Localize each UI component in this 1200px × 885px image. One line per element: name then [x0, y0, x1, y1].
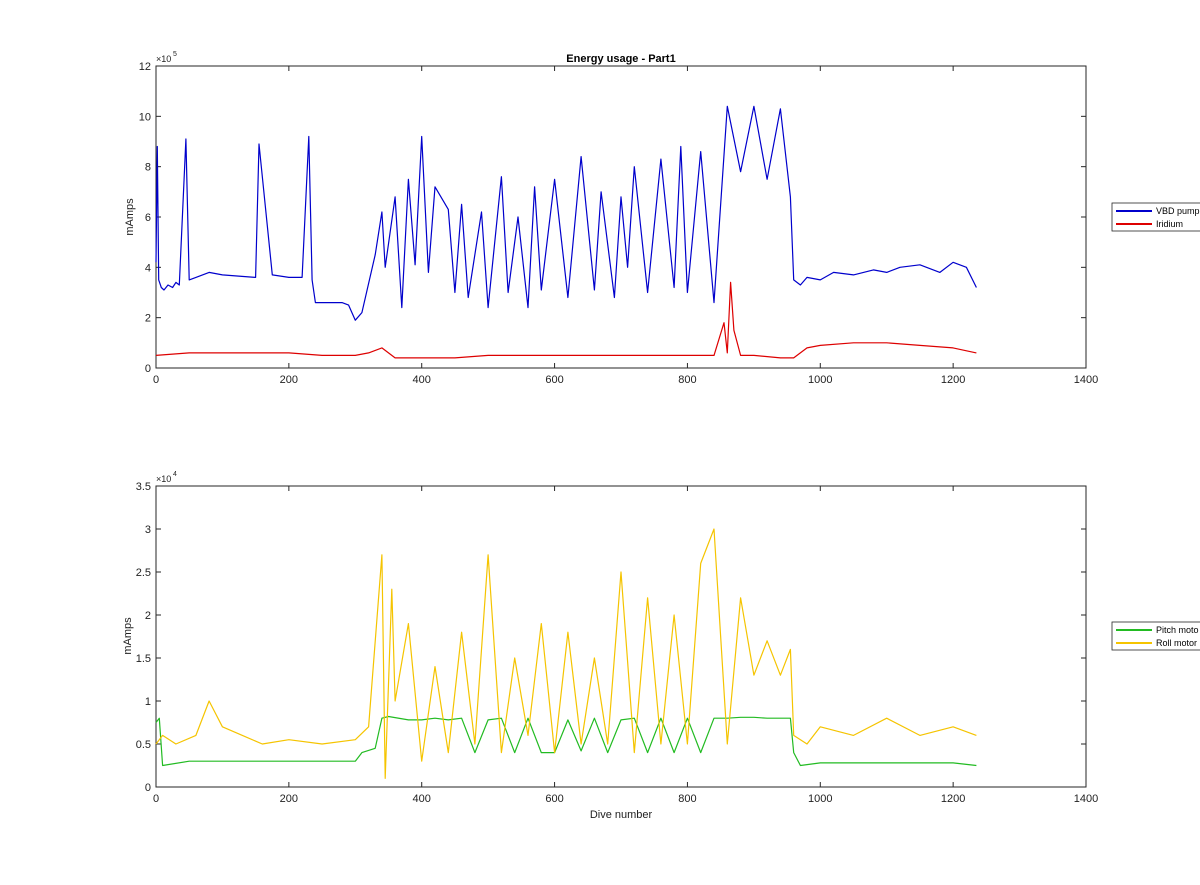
series-bottom [155, 528, 977, 780]
x-tick-label: 800 [678, 793, 696, 805]
legend-label-iridium: Iridium [1156, 219, 1183, 229]
x-tick-label: 1400 [1074, 793, 1098, 805]
legend-box-bottom [1111, 621, 1200, 651]
y-tick-label: 6 [145, 212, 151, 224]
y-tick-label: 10 [139, 111, 151, 123]
x-tick-label: 800 [678, 374, 696, 386]
x-tick-label: 600 [545, 793, 563, 805]
x-tick-label: 0 [153, 793, 159, 805]
y-exponent-top: 5 [173, 51, 177, 58]
legend-bottom: Pitch moto Roll motor [1111, 621, 1200, 651]
legend-label-pitch: Pitch moto [1156, 625, 1199, 635]
series-line-roll-motor [155, 528, 977, 780]
x-tick-label: 600 [545, 374, 563, 386]
y-tick-label: 3 [145, 524, 151, 536]
y-axis-label-bottom: mAmps [122, 617, 134, 655]
y-tick-label: 1.5 [136, 653, 151, 665]
y-tick-label: 0 [145, 363, 151, 375]
chart-title: Energy usage - Part1 [566, 53, 675, 65]
y-tick-label: 8 [145, 162, 151, 174]
series-line-pitch-moto [155, 715, 977, 767]
y-tick-label: 0.5 [136, 739, 151, 751]
legend-label-vbd: VBD pump [1156, 206, 1200, 216]
ticks-top: 0 200 400 600 800 1000 1200 1400 0 2 4 6 8 10 12 [139, 61, 1098, 386]
y-tick-label: 2.5 [136, 567, 151, 579]
x-axis-label-bottom: Dive number [590, 809, 653, 821]
y-tick-label: 12 [139, 61, 151, 73]
y-tick-label: 2 [145, 313, 151, 325]
y-exponent-bottom: 4 [173, 471, 177, 478]
x-tick-label: 200 [280, 374, 298, 386]
series-line-vbd-pump [155, 105, 977, 321]
x-tick-label: 400 [413, 793, 431, 805]
x-tick-label: 1000 [808, 793, 832, 805]
y-multiplier-top: ×10 [156, 54, 171, 64]
plot-area-bottom [155, 485, 1087, 788]
ticks-bottom: 0 200 400 600 800 1000 1200 1400 0 0.5 1 1.5 2 2.5 3 3.… [136, 481, 1099, 805]
legend-top: VBD pump Iridium [1111, 202, 1200, 232]
y-axis-label-top: mAmps [124, 198, 136, 236]
y-tick-label: 2 [145, 610, 151, 622]
series-line-iridium [155, 281, 977, 359]
x-tick-label: 1400 [1074, 374, 1098, 386]
x-tick-label: 200 [280, 793, 298, 805]
x-tick-label: 1000 [808, 374, 832, 386]
y-tick-label: 0 [145, 782, 151, 794]
y-tick-label: 1 [145, 696, 151, 708]
panel-bottom: mAmps Dive number ×10 4 0 200 400 600 800 100… [122, 471, 1098, 821]
x-tick-label: 1200 [941, 374, 965, 386]
y-multiplier-bottom: ×10 [156, 474, 171, 484]
x-tick-label: 1200 [941, 793, 965, 805]
x-tick-label: 0 [153, 374, 159, 386]
y-tick-label: 4 [145, 262, 151, 274]
x-tick-label: 400 [413, 374, 431, 386]
legend-box-top [1111, 202, 1200, 232]
series-top [155, 105, 977, 359]
plot-area-top [155, 65, 1087, 369]
y-tick-label: 3.5 [136, 481, 151, 493]
panel-top: Energy usage - Part1 mAmps ×10 5 0 200 400… [124, 51, 1098, 386]
legend-label-roll: Roll motor [1156, 638, 1197, 648]
